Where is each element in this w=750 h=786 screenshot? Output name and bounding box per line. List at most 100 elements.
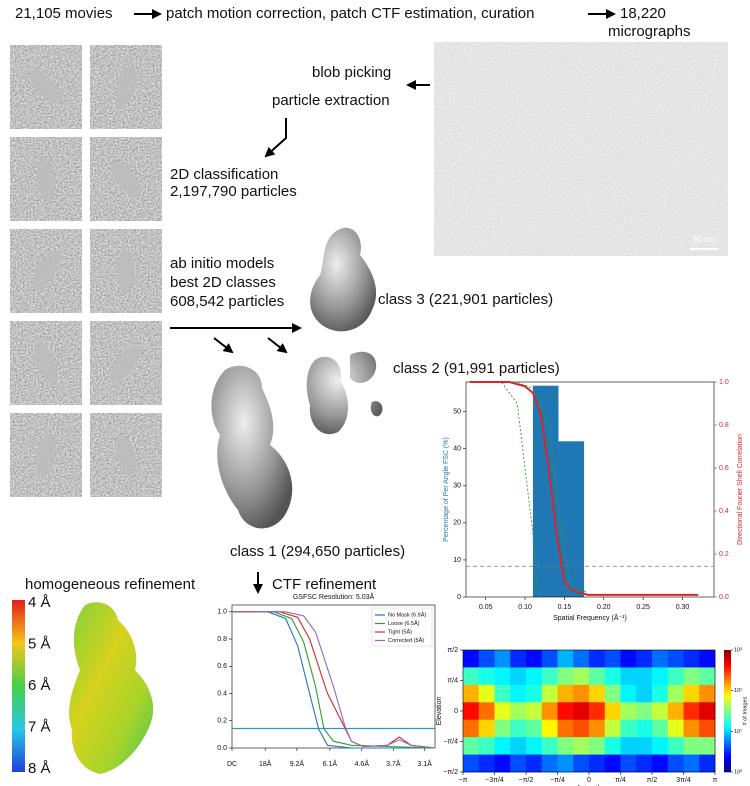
y2-tick-label: 0.4	[719, 508, 729, 515]
heat-cell	[478, 754, 495, 773]
step-text: 21,105 movies	[15, 5, 113, 22]
colorbar-step	[724, 677, 731, 681]
heat-cell	[510, 719, 527, 738]
colorbar-label: # of Images	[742, 696, 748, 725]
class-1-map	[211, 365, 293, 529]
heat-cell	[636, 754, 653, 773]
heat-cell	[557, 737, 574, 755]
heat-cell	[526, 650, 543, 668]
colorbar-step	[724, 735, 731, 739]
y-tick-label: 0.4	[217, 690, 227, 697]
colorbar-step	[724, 689, 731, 693]
heat-cell	[494, 702, 511, 721]
heat-cell	[463, 667, 480, 686]
y-tick-label: 50	[453, 408, 461, 415]
x-tick-label: π	[713, 777, 718, 784]
legend-label: Corrected (5Å)	[388, 637, 424, 644]
heat-cell	[541, 702, 558, 721]
colorbar-step	[724, 732, 731, 736]
x-tick-label: π/4	[615, 777, 626, 784]
heat-cell	[478, 737, 495, 755]
colorbar-step	[724, 692, 731, 697]
micrograph-image	[434, 42, 728, 256]
colorbar-step	[724, 756, 731, 761]
resolution-label: 6 Å	[28, 677, 51, 694]
heat-cell	[667, 737, 684, 755]
heat-cell	[683, 737, 700, 755]
heat-cell	[494, 650, 511, 668]
heat-cell	[636, 650, 653, 668]
heat-cell	[636, 719, 653, 738]
y2-axis-label: Directional Fourier Shell Correlation	[737, 434, 744, 545]
heat-cell	[604, 684, 621, 703]
colorbar-step	[724, 665, 731, 669]
class-average-density	[115, 433, 137, 477]
fsc-curve	[232, 611, 436, 749]
heat-cell	[573, 667, 590, 686]
resolution-colorbar	[12, 600, 25, 772]
global-fsc	[469, 381, 699, 596]
step-text: 2D classification	[170, 166, 278, 183]
colorbar-step	[724, 674, 731, 678]
heat-cell	[557, 754, 574, 773]
colorbar-tick-label: 10¹	[734, 729, 742, 735]
y-tick-label: π/2	[447, 647, 458, 654]
heat-cell	[463, 702, 480, 721]
x-axis-label: Spatial Frequency (Å⁻¹)	[553, 613, 627, 622]
resolution-labels: 4 Å 5 Å 6 Å 7 Å 8 Å	[28, 594, 51, 777]
colorbar-step	[724, 717, 731, 721]
colorbar-step	[724, 695, 731, 700]
heat-cell	[463, 650, 480, 668]
heat-cell	[652, 702, 669, 721]
colorbar-step	[724, 698, 731, 703]
x-tick-label: −π/2	[519, 777, 534, 784]
heat-cell	[699, 737, 716, 755]
colorbar-step	[724, 762, 731, 767]
y2-tick-label: 1.0	[719, 379, 729, 386]
y2-tick-label: 0.8	[719, 422, 729, 429]
step-text: CTF refinement	[272, 576, 377, 593]
step-text: ab initio models	[170, 255, 274, 272]
step-text: patch motion correction, patch CTF estim…	[166, 5, 535, 22]
x-tick-label: DC	[227, 761, 237, 768]
fsc-spread	[469, 381, 589, 594]
heat-cell	[699, 667, 716, 686]
legend-label: No Mask (6.9Å)	[388, 611, 426, 618]
heat-cell	[604, 754, 621, 773]
colorbar-step	[724, 741, 731, 745]
heat-cell	[526, 684, 543, 703]
heat-cell	[557, 667, 574, 686]
class-3-map	[310, 227, 377, 332]
heat-cell	[699, 684, 716, 703]
histogram-bar	[532, 385, 559, 597]
heat-cell	[526, 719, 543, 738]
heat-cell	[667, 684, 684, 703]
heat-cell	[557, 650, 574, 668]
class-2-map	[306, 351, 383, 435]
colorbar-step	[724, 714, 731, 718]
heat-cell	[573, 719, 590, 738]
step-text: particle extraction	[272, 92, 390, 109]
heat-cell	[589, 754, 606, 773]
heat-cell	[541, 719, 558, 738]
resolution-label: 7 Å	[28, 718, 51, 735]
heat-cell	[667, 667, 684, 686]
step-text: homogeneous refinement	[25, 576, 196, 593]
step-text: micrographs	[608, 23, 691, 40]
heat-cell	[636, 702, 653, 721]
heat-cell	[683, 702, 700, 721]
class-average-density	[29, 70, 63, 104]
colorbar-step	[724, 680, 731, 684]
heat-cell	[494, 667, 511, 686]
class-average-density	[117, 249, 135, 293]
heat-cell	[636, 737, 653, 755]
class-averages	[10, 45, 162, 497]
heat-cell	[620, 737, 637, 755]
resolution-label: 8 Å	[28, 760, 51, 777]
heat-cell	[699, 702, 716, 721]
heat-cell	[510, 754, 527, 773]
y-tick-label: 0	[454, 708, 458, 715]
heat-cell	[620, 650, 637, 668]
heat-cell	[683, 754, 700, 773]
y-tick-label: 40	[453, 446, 461, 453]
